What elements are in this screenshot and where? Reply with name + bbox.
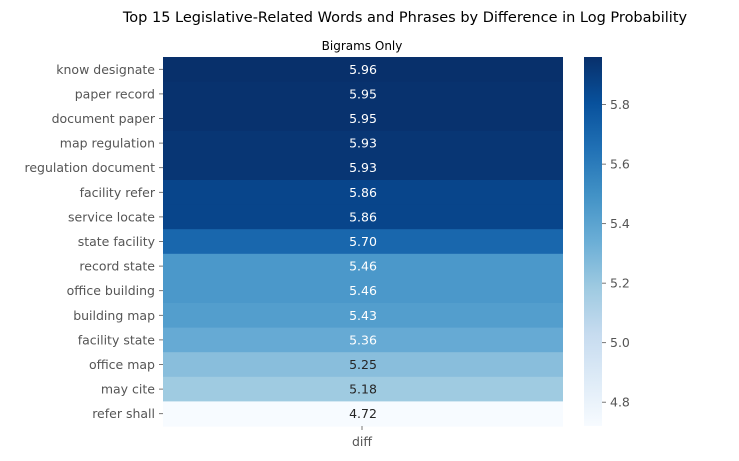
row-label: regulation document xyxy=(24,160,155,175)
cell-value: 5.18 xyxy=(349,382,377,397)
cell-value: 5.95 xyxy=(349,111,377,126)
heatmap-cell xyxy=(163,253,563,279)
heatmap-cell xyxy=(163,204,563,230)
row-label: know designate xyxy=(56,62,155,77)
row-label: office building xyxy=(67,283,155,298)
colorbar-tick-label: 5.6 xyxy=(610,157,630,172)
chart-subtitle: Bigrams Only xyxy=(322,39,403,53)
row-label: refer shall xyxy=(92,406,155,421)
row-label: state facility xyxy=(78,234,156,249)
row-label: record state xyxy=(79,259,155,274)
colorbar xyxy=(584,57,602,426)
row-label: document paper xyxy=(52,111,156,126)
row-label: office map xyxy=(89,357,155,372)
heatmap-cell xyxy=(163,376,563,402)
heatmap-cell xyxy=(163,106,563,132)
cell-value: 5.46 xyxy=(349,283,377,298)
cell-value: 5.96 xyxy=(349,62,377,77)
colorbar-tick-label: 5.0 xyxy=(610,335,630,350)
cell-value: 5.43 xyxy=(349,308,377,323)
heatmap-cell xyxy=(163,57,563,83)
cell-value: 5.36 xyxy=(349,332,377,347)
row-label: may cite xyxy=(101,382,155,397)
cell-value: 5.25 xyxy=(349,357,377,372)
heatmap-cell xyxy=(163,155,563,181)
colorbar-ticks: 4.8 5.0 5.2 5.4 5.6 5.8 xyxy=(602,97,630,410)
row-label: building map xyxy=(73,308,155,323)
colorbar-tick-label: 5.2 xyxy=(610,276,630,291)
heatmap-cell xyxy=(163,180,563,206)
heatmap-cell xyxy=(163,303,563,329)
cell-value: 5.95 xyxy=(349,86,377,101)
cell-value: 5.70 xyxy=(349,234,377,249)
cell-value-labels: 5.96 5.95 5.95 5.93 5.93 5.86 5.86 5.70 5.46 5.46… xyxy=(349,62,377,421)
cell-value: 5.93 xyxy=(349,136,377,151)
colorbar-tick-label: 4.8 xyxy=(610,395,630,410)
cell-value: 4.72 xyxy=(349,406,377,421)
heatmap-cell xyxy=(163,327,563,353)
chart-title: Top 15 Legislative-Related Words and Phr… xyxy=(122,10,688,26)
row-label: service locate xyxy=(68,209,155,224)
row-label: facility state xyxy=(78,332,156,347)
row-label: facility refer xyxy=(80,185,156,200)
heatmap-cell xyxy=(163,229,563,255)
row-label: map regulation xyxy=(60,136,155,151)
heatmap-cell xyxy=(163,130,563,156)
cell-value: 5.93 xyxy=(349,160,377,175)
x-axis-label: diff xyxy=(352,434,372,449)
cell-value: 5.86 xyxy=(349,209,377,224)
colorbar-tick-label: 5.8 xyxy=(610,97,630,112)
cell-value: 5.86 xyxy=(349,185,377,200)
cell-value: 5.46 xyxy=(349,259,377,274)
colorbar-tick-label: 5.4 xyxy=(610,216,630,231)
heatmap-cells xyxy=(163,57,563,427)
heatmap-cell xyxy=(163,278,563,304)
heatmap-cell xyxy=(163,352,563,378)
heatmap-cell xyxy=(163,401,563,427)
row-label: paper record xyxy=(75,86,155,101)
heatmap-cell xyxy=(163,81,563,107)
row-labels: know designate paper record document paper… xyxy=(24,62,163,421)
